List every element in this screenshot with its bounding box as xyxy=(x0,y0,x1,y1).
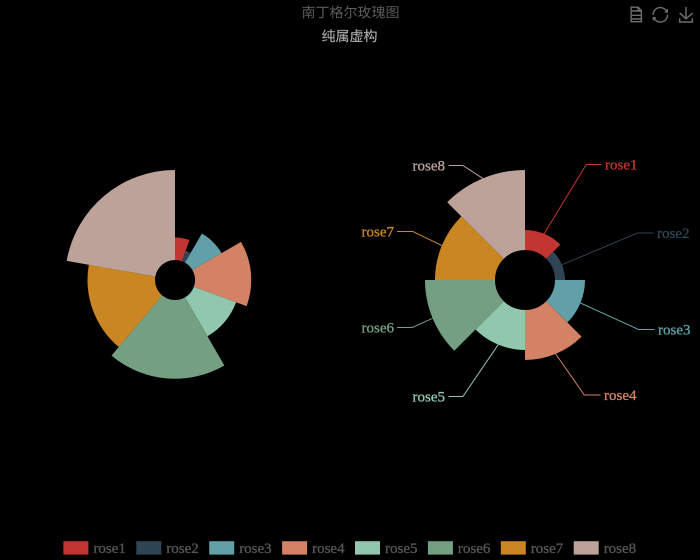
svg-text:rose8: rose8 xyxy=(604,541,637,557)
svg-text:rose7: rose7 xyxy=(531,541,564,557)
svg-text:rose1: rose1 xyxy=(605,158,638,174)
svg-text:rose4: rose4 xyxy=(604,388,637,404)
svg-text:rose2: rose2 xyxy=(166,541,199,557)
svg-text:rose8: rose8 xyxy=(413,159,446,175)
svg-text:rose6: rose6 xyxy=(362,321,395,337)
svg-text:rose1: rose1 xyxy=(93,541,126,557)
svg-text:rose7: rose7 xyxy=(362,225,395,241)
svg-text:rose5: rose5 xyxy=(385,541,418,557)
svg-text:rose5: rose5 xyxy=(413,390,446,406)
svg-text:rose2: rose2 xyxy=(657,226,690,242)
svg-text:rose6: rose6 xyxy=(458,541,491,557)
svg-text:rose4: rose4 xyxy=(312,541,345,557)
svg-text:rose3: rose3 xyxy=(658,323,691,339)
svg-text:rose3: rose3 xyxy=(239,541,272,557)
